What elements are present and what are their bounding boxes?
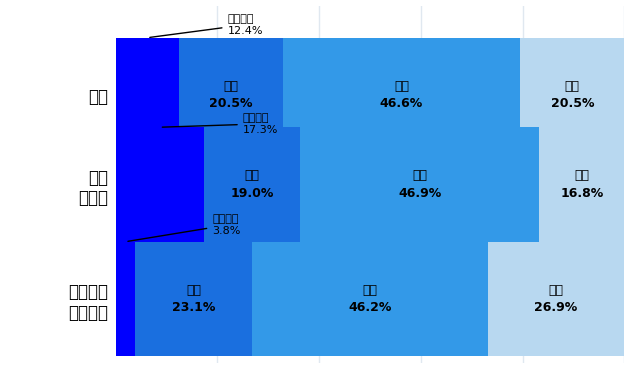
Text: 高３: 高３	[549, 284, 563, 297]
Bar	[115, 127, 203, 242]
Text: 23.1%: 23.1%	[172, 301, 215, 314]
Text: 46.2%: 46.2%	[348, 301, 392, 314]
Text: 高１: 高１	[223, 80, 238, 93]
Text: 20.5%: 20.5%	[209, 97, 253, 110]
Text: 26.9%: 26.9%	[534, 301, 578, 314]
Text: 20.5%: 20.5%	[551, 97, 594, 110]
Bar	[539, 127, 624, 242]
Bar	[135, 242, 253, 356]
Bar	[179, 38, 283, 152]
Bar	[488, 242, 624, 356]
Bar	[253, 242, 488, 356]
Text: 高１: 高１	[186, 284, 201, 297]
Text: 中学まで
17.3%: 中学まで 17.3%	[163, 113, 278, 135]
Text: 46.6%: 46.6%	[380, 97, 423, 110]
Text: 高２: 高２	[362, 284, 377, 297]
Text: 高３: 高３	[574, 169, 589, 182]
Text: 高３: 高３	[564, 80, 580, 93]
Text: 46.9%: 46.9%	[398, 187, 441, 200]
Text: 16.8%: 16.8%	[560, 187, 604, 200]
Text: 19.0%: 19.0%	[230, 187, 273, 200]
Text: 高１: 高１	[244, 169, 260, 182]
Bar	[203, 127, 301, 242]
Text: 高２: 高２	[412, 169, 427, 182]
Bar	[520, 38, 624, 152]
Bar	[301, 127, 539, 242]
Bar	[283, 38, 520, 152]
Bar	[115, 38, 179, 152]
Text: 高２: 高２	[394, 80, 409, 93]
Text: 中学まで
3.8%: 中学まで 3.8%	[128, 214, 241, 241]
Text: 中学まで
12.4%: 中学まで 12.4%	[150, 14, 263, 37]
Bar	[115, 242, 135, 356]
